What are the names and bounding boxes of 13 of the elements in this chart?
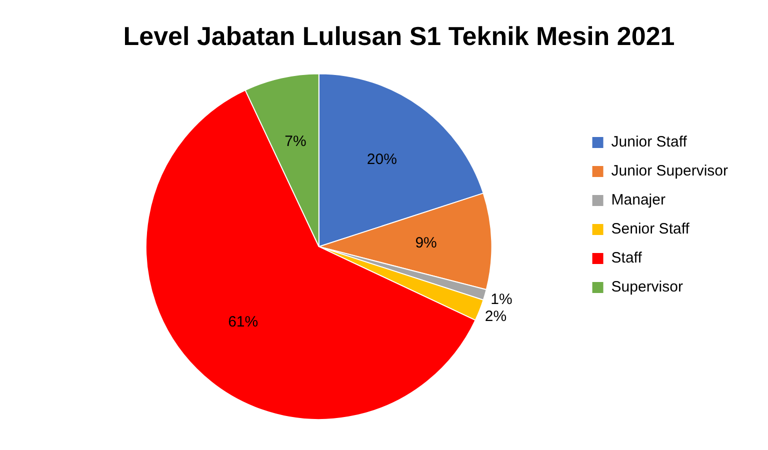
data-label: 9% (415, 234, 437, 252)
legend-label: Supervisor (611, 278, 683, 296)
data-label: 7% (284, 133, 306, 150)
data-label: 20% (366, 151, 397, 168)
data-label: 1% (490, 290, 512, 308)
legend-label: Staff (611, 250, 643, 267)
chart-title: Level Jabatan Lulusan S1 Teknik Mesin 2021 (123, 20, 675, 51)
data-label: 2% (484, 308, 507, 325)
legend-label: Junior Supervisor (611, 162, 728, 180)
legend-label: Junior Staff (611, 134, 688, 151)
legend-label: Senior Staff (611, 220, 690, 238)
legend-label: Manajer (611, 192, 666, 209)
data-label: 61% (228, 314, 258, 331)
